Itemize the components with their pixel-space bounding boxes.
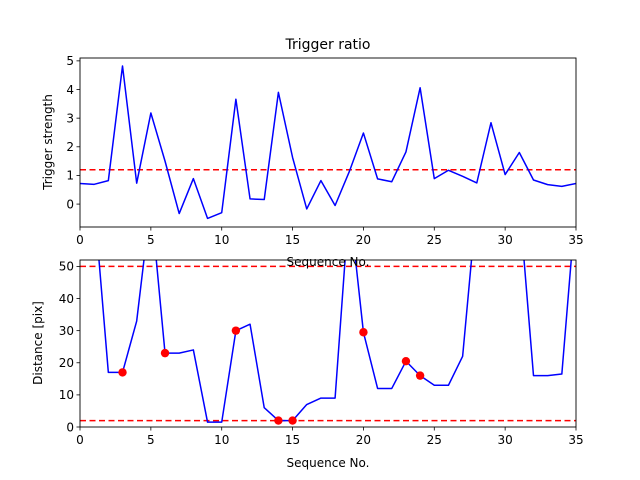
top-chart-xlabel: Sequence No. bbox=[287, 255, 370, 269]
top-chart-series-line bbox=[80, 65, 576, 220]
bottom-chart-y-tick-label: 50 bbox=[59, 260, 74, 274]
top-chart: 0 5 10 15 20 25 30 35 0 1 2 3 4 5 bbox=[66, 54, 583, 247]
bottom-chart-marker-point bbox=[288, 416, 297, 425]
bottom-chart-y-tick-label: 10 bbox=[59, 388, 74, 402]
top-chart-y-tick-label: 4 bbox=[66, 83, 74, 97]
bottom-chart-x-tick-label: 5 bbox=[147, 433, 155, 447]
bottom-chart-xlabel: Sequence No. bbox=[287, 456, 370, 470]
top-chart-x-tick-label: 15 bbox=[285, 233, 300, 247]
bottom-chart-plot-area bbox=[80, 260, 576, 425]
bottom-chart-marker-point bbox=[415, 371, 425, 380]
top-chart-x-tick-label: 30 bbox=[498, 233, 513, 247]
bottom-chart-x-tick-label: 25 bbox=[427, 433, 442, 447]
top-chart-title: Trigger ratio bbox=[284, 37, 370, 53]
bottom-chart-x-tick-label: 0 bbox=[76, 433, 84, 447]
bottom-chart-x-tick-label: 20 bbox=[356, 433, 371, 447]
bottom-chart-frame bbox=[79, 259, 577, 428]
top-chart-x-tick-label: 35 bbox=[568, 233, 583, 247]
top-chart-y-tick-label: 5 bbox=[66, 54, 74, 68]
top-chart-x-tick-label: 20 bbox=[356, 233, 371, 247]
top-chart-x-tick-label: 0 bbox=[76, 233, 84, 247]
bottom-chart-marker-point bbox=[231, 326, 241, 335]
top-chart-x-tick-label: 25 bbox=[427, 233, 442, 247]
top-chart-y-tick-label: 1 bbox=[66, 169, 74, 183]
bottom-chart-x-tick-label: 35 bbox=[568, 433, 583, 447]
top-chart-x-tick-label: 10 bbox=[214, 233, 229, 247]
bottom-chart-marker-point bbox=[118, 368, 127, 377]
top-chart-ylabel: Trigger strength bbox=[41, 94, 55, 191]
top-chart-plot-area bbox=[80, 65, 576, 220]
bottom-chart-y-tick-label: 30 bbox=[59, 324, 74, 338]
bottom-chart-y-tick-label: 40 bbox=[59, 292, 74, 306]
bottom-chart-marker-point bbox=[359, 328, 368, 337]
top-chart-y-tick-label: 2 bbox=[66, 140, 74, 154]
top-chart-y-tick-label: 0 bbox=[66, 197, 74, 211]
bottom-chart-x-tick-label: 15 bbox=[285, 433, 300, 447]
bottom-chart-x-tick-label: 10 bbox=[214, 433, 229, 447]
top-chart-x-tick-label: 5 bbox=[147, 233, 155, 247]
bottom-chart-series-line bbox=[98, 260, 572, 423]
bottom-chart: 0 5 10 15 20 25 30 35 0 10 20 30 40 50 bbox=[59, 259, 584, 447]
top-chart-y-tick-label: 3 bbox=[66, 111, 74, 125]
bottom-chart-ylabel: Distance [pix] bbox=[31, 301, 45, 385]
bottom-chart-x-tick-label: 30 bbox=[498, 433, 513, 447]
bottom-chart-marker-point bbox=[274, 416, 283, 425]
bottom-chart-marker-point bbox=[160, 348, 170, 358]
bottom-chart-y-tick-label: 20 bbox=[59, 356, 74, 370]
bottom-chart-marker-point bbox=[401, 356, 411, 366]
bottom-chart-y-tick-label: 0 bbox=[66, 420, 74, 434]
top-chart-frame bbox=[79, 57, 577, 228]
